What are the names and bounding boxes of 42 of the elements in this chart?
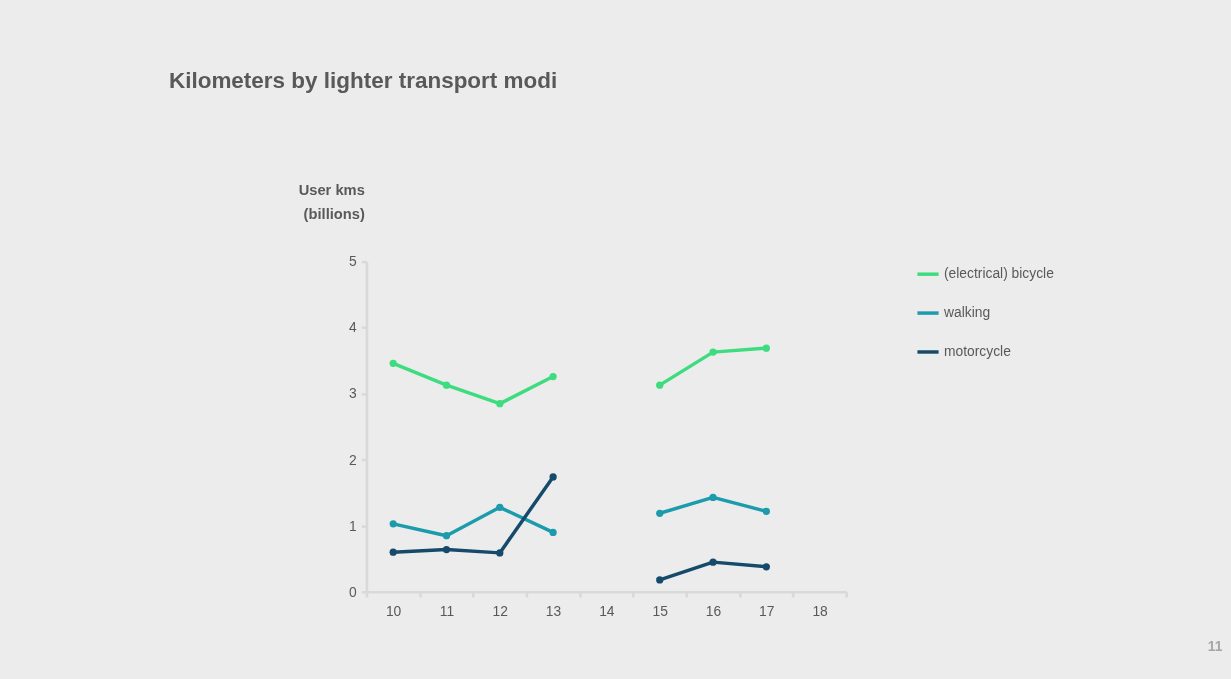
x-tick-label: 11: [439, 602, 455, 619]
point: [389, 548, 397, 556]
y-tick-label: 2: [348, 451, 357, 468]
point: [389, 359, 397, 367]
point: [442, 381, 451, 389]
point: [442, 532, 451, 540]
point: [656, 509, 664, 517]
point: [549, 528, 557, 537]
point: [709, 558, 717, 566]
point: [549, 473, 557, 481]
point: [549, 372, 557, 381]
y-tick-label: 1: [348, 517, 357, 534]
point: [762, 563, 770, 571]
y-tick-label: 0: [348, 583, 357, 600]
point: [762, 507, 770, 515]
x-tick-label: 18: [812, 602, 829, 619]
point: [762, 344, 770, 352]
x-tick-label: 16: [705, 602, 722, 619]
x-tick-label: 17: [759, 602, 775, 619]
y-axis-title: User kms (billions): [298, 182, 365, 223]
point: [496, 549, 504, 557]
y-tick-label: 5: [348, 253, 357, 270]
x-tick-label: 15: [652, 602, 669, 619]
point: [389, 520, 397, 528]
point: [709, 493, 717, 502]
point: [709, 348, 717, 356]
y-tick-label: 4: [348, 319, 357, 336]
chart-title: Kilometers by lighter transport modi: [168, 67, 558, 93]
point: [496, 503, 504, 511]
x-tick-label: 12: [492, 602, 508, 619]
point: [656, 381, 664, 389]
x-tick-label: 13: [545, 602, 562, 619]
point: [496, 400, 504, 408]
y-tick-label: 3: [348, 385, 357, 402]
x-tick-label: 10: [385, 602, 402, 619]
legend-label: walking: [943, 304, 991, 321]
point: [442, 545, 451, 554]
x-tick-label: 14: [599, 602, 615, 619]
text: 11: [1207, 637, 1223, 654]
legend-label: motorcycle: [944, 343, 1012, 360]
legend-label: (electrical) bicycle: [944, 265, 1055, 282]
point: [656, 576, 664, 584]
